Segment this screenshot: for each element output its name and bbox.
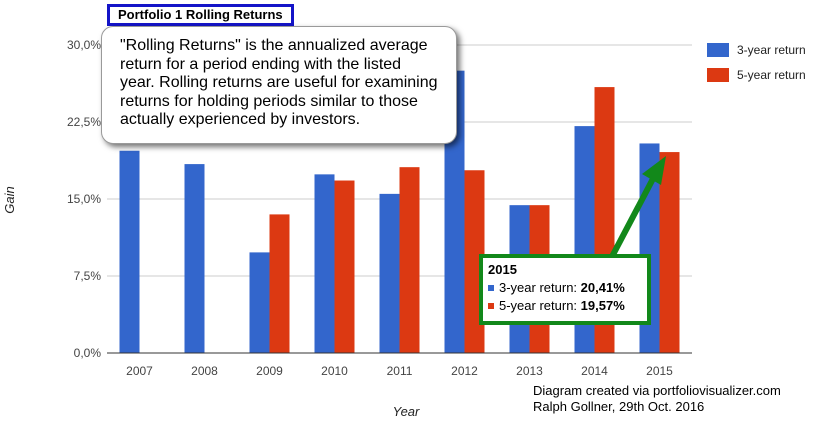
tooltip-dot-5y <box>488 302 494 309</box>
x-tick-label: 2011 <box>387 364 413 378</box>
bar-3y-2011[interactable] <box>379 193 400 353</box>
x-tick-label: 2013 <box>516 364 543 378</box>
legend-label-5y: 5-year return <box>737 68 806 82</box>
y-tick-label: 30,0% <box>67 38 101 52</box>
tooltip-dot-3y <box>488 284 494 291</box>
tooltip-2015: 2015 3-year return: 20,41% 5-year return… <box>479 254 651 325</box>
legend-item-5y[interactable]: 5-year return <box>707 68 806 82</box>
tooltip-year: 2015 <box>488 262 517 277</box>
y-tick-label: 7,5% <box>74 269 102 283</box>
tooltip-row-3y: 3-year return: 20,41% <box>488 279 642 296</box>
legend-swatch-3y <box>707 43 729 57</box>
legend-item-3y[interactable]: 3-year return <box>707 43 806 57</box>
x-tick-label: 2012 <box>451 364 478 378</box>
y-tick-label: 15,0% <box>67 192 101 206</box>
legend-label-3y: 3-year return <box>737 43 806 57</box>
bar-5y-2015[interactable] <box>659 152 680 353</box>
arrow-icon <box>603 156 666 271</box>
chart-title: Portfolio 1 Rolling Returns <box>107 4 294 26</box>
y-tick-label: 0,0% <box>74 346 102 360</box>
credit-line-2: Ralph Gollner, 29th Oct. 2016 <box>533 399 705 414</box>
x-tick-label: 2007 <box>126 364 153 378</box>
tooltip-value-3y: 20,41% <box>580 280 625 295</box>
x-tick-label: 2010 <box>321 364 348 378</box>
x-tick-label: 2009 <box>256 364 283 378</box>
x-tick-labels: 2007 2008 2009 2010 2011 2012 2013 2014 2015 <box>126 364 673 378</box>
tooltip-value-5y: 19,57% <box>580 298 625 313</box>
y-tick-label: 22,5% <box>67 115 101 129</box>
bar-3y-2009[interactable] <box>249 252 270 353</box>
y-tick-labels: 0,0% 7,5% 15,0% 22,5% 30,0% <box>67 38 101 360</box>
legend-swatch-5y <box>707 68 729 82</box>
legend: 3-year return 5-year return <box>707 43 806 93</box>
tooltip-label-3y: 3-year return: <box>499 280 578 295</box>
rolling-returns-callout: "Rolling Returns" is the annualized aver… <box>101 26 457 144</box>
bar-5y-2010[interactable] <box>334 180 355 353</box>
x-tick-label: 2015 <box>646 364 673 378</box>
credit-text: Diagram created via portfoliovisualizer.… <box>533 383 781 415</box>
bar-3y-2007[interactable] <box>119 150 140 353</box>
x-tick-label: 2008 <box>191 364 218 378</box>
bar-5y-2009[interactable] <box>269 214 290 353</box>
bar-3y-2010[interactable] <box>314 174 335 353</box>
bar-3y-2008[interactable] <box>184 164 205 353</box>
x-axis-label: Year <box>393 404 420 419</box>
x-tick-label: 2014 <box>581 364 608 378</box>
tooltip-label-5y: 5-year return: <box>499 298 578 313</box>
bar-5y-2011[interactable] <box>399 167 420 353</box>
tooltip-row-5y: 5-year return: 19,57% <box>488 297 642 314</box>
y-axis-label: Gain <box>2 186 17 213</box>
credit-line-1: Diagram created via portfoliovisualizer.… <box>533 383 781 398</box>
